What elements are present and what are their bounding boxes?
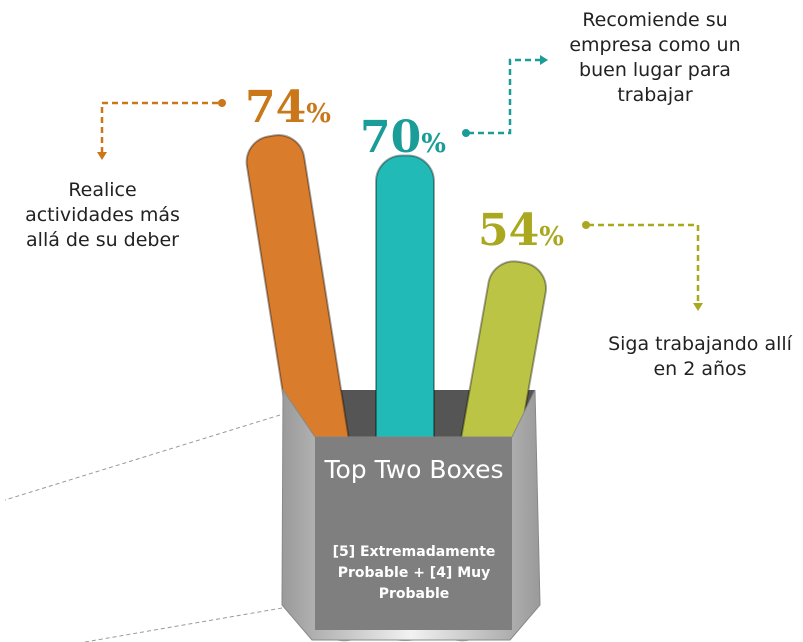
- connector: [100, 101, 218, 155]
- category-label: Recomiende su empresa como un buen lugar…: [569, 9, 741, 106]
- connector: [468, 58, 542, 135]
- connector: [588, 223, 700, 305]
- category-label: Siga trabajando allí en 2 años: [608, 333, 792, 380]
- cup-label-panel: [315, 437, 512, 630]
- connector-dot: [582, 221, 590, 229]
- guide-line: [84, 607, 283, 642]
- value-label: 54%: [478, 205, 564, 256]
- connector-dot: [462, 129, 470, 137]
- arrow: [540, 55, 548, 65]
- arrow: [693, 303, 703, 311]
- category-label: Realice actividades más allá de su deber: [25, 179, 180, 251]
- guide-line: [4, 414, 281, 501]
- box-title: Top Two Boxes: [324, 455, 504, 484]
- value-label: 74%: [245, 82, 331, 133]
- connector-dot: [218, 99, 226, 107]
- arrow: [97, 152, 107, 160]
- box-subtitle: [5] Extremadamente Probable + [4] Muy Pr…: [332, 544, 496, 602]
- value-label: 70%: [360, 112, 446, 163]
